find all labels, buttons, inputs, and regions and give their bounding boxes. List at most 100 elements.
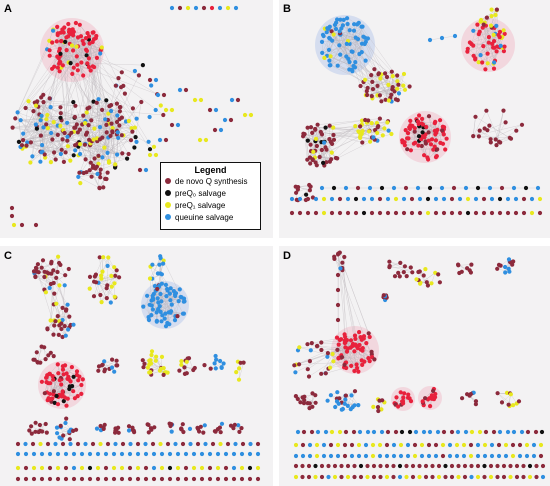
network-node — [51, 332, 56, 337]
network-node — [345, 16, 350, 21]
network-node — [471, 134, 476, 139]
network-node — [319, 371, 324, 376]
network-node — [361, 210, 367, 216]
network-node — [428, 142, 434, 147]
network-node — [148, 358, 153, 363]
network-node — [298, 400, 303, 405]
network-node — [430, 463, 435, 469]
network-node — [307, 401, 312, 406]
network-edge — [310, 127, 385, 129]
network-edge — [74, 100, 107, 146]
network-edge — [238, 362, 244, 380]
network-node — [335, 63, 340, 68]
network-edge — [98, 49, 101, 164]
network-node — [521, 463, 526, 469]
network-node — [429, 137, 435, 142]
network-node — [449, 474, 455, 480]
network-node — [105, 170, 110, 175]
network-node — [81, 170, 86, 176]
network-node — [47, 476, 53, 482]
network-node — [31, 476, 37, 482]
network-node — [106, 255, 111, 260]
network-node — [213, 366, 218, 371]
network-node — [213, 107, 219, 113]
legend-swatch-preq0 — [165, 190, 171, 196]
network-edge — [483, 34, 499, 47]
network-node — [449, 210, 455, 216]
network-node — [40, 143, 45, 148]
network-node — [313, 463, 318, 469]
network-node — [440, 124, 445, 129]
network-node — [309, 429, 315, 435]
network-node — [84, 110, 89, 115]
network-node — [132, 145, 137, 150]
network-node — [135, 465, 141, 471]
network-node — [109, 273, 114, 279]
network-node — [489, 453, 495, 459]
network-node — [175, 122, 181, 128]
network-node — [64, 35, 69, 40]
network-edge — [18, 125, 61, 143]
network-node — [168, 286, 173, 291]
network-node — [168, 310, 173, 315]
network-node — [40, 258, 46, 263]
network-node — [31, 269, 37, 274]
network-edge — [351, 351, 355, 366]
network-node — [87, 465, 93, 471]
network-node — [70, 31, 75, 36]
network-node — [54, 39, 59, 44]
network-edge — [57, 49, 101, 68]
network-node — [357, 51, 362, 57]
network-node — [451, 185, 457, 191]
network-node — [66, 374, 71, 379]
network-node — [42, 274, 47, 280]
network-node — [322, 140, 327, 145]
network-node — [239, 465, 245, 471]
network-node — [300, 442, 306, 448]
network-node — [150, 441, 156, 447]
network-node — [151, 144, 157, 149]
network-edge — [48, 273, 68, 305]
network-node — [475, 474, 481, 480]
network-node — [343, 185, 349, 191]
network-node — [396, 270, 401, 275]
network-node — [104, 130, 109, 135]
network-node — [342, 442, 348, 448]
network-node — [169, 5, 175, 11]
network-node — [473, 210, 479, 216]
network-node — [305, 196, 311, 202]
network-edge — [103, 100, 107, 188]
network-node — [401, 395, 406, 400]
network-node — [409, 196, 415, 202]
network-node — [465, 196, 471, 202]
network-edge — [25, 107, 48, 116]
network-edge — [35, 260, 44, 278]
network-node — [99, 276, 104, 281]
network-node — [338, 266, 343, 271]
network-node — [19, 222, 25, 228]
network-node — [157, 262, 162, 267]
network-node — [163, 324, 169, 329]
network-edge — [34, 347, 45, 360]
network-node — [305, 367, 310, 372]
network-node — [347, 28, 352, 33]
network-node — [159, 281, 164, 286]
network-node — [460, 396, 465, 401]
network-node — [519, 429, 525, 435]
network-node — [66, 266, 71, 272]
network-node — [327, 58, 332, 63]
network-node — [67, 437, 72, 442]
network-node — [104, 98, 109, 103]
network-node — [354, 362, 359, 367]
network-node — [129, 126, 134, 131]
network-node — [401, 401, 406, 406]
network-node — [353, 210, 359, 216]
network-node — [150, 293, 155, 298]
network-node — [481, 44, 486, 49]
network-node — [88, 68, 93, 73]
network-node — [185, 356, 190, 361]
network-node — [98, 167, 103, 172]
network-edge — [331, 31, 353, 72]
network-node — [24, 143, 29, 148]
network-node — [255, 451, 261, 457]
